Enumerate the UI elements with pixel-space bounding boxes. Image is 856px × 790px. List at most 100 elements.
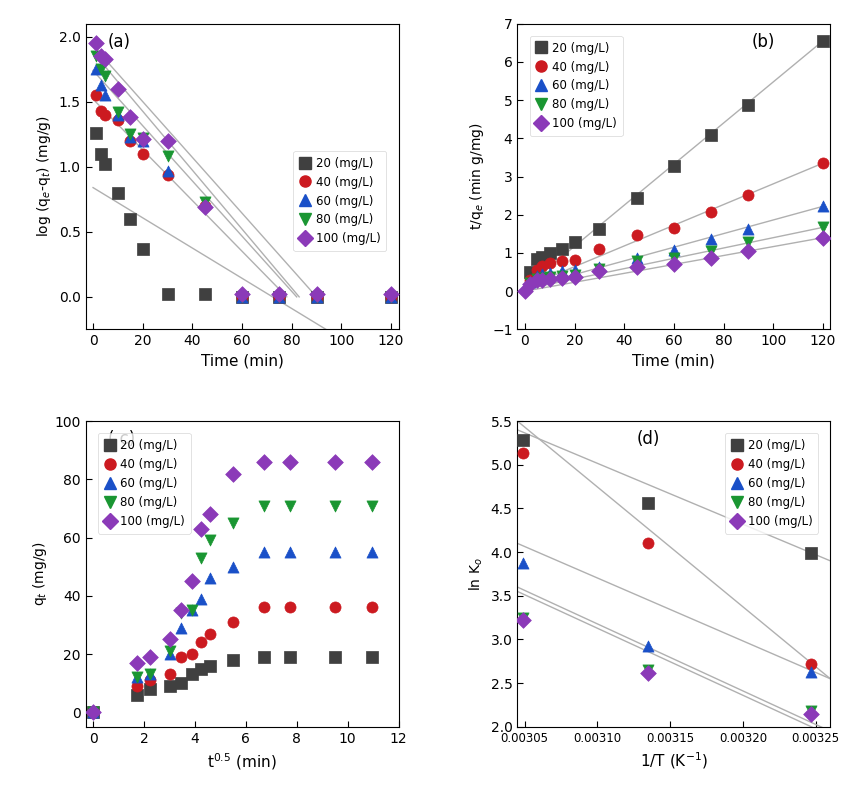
Point [272, 291, 286, 303]
Point [805, 547, 818, 559]
Point [816, 221, 829, 234]
Point [235, 288, 249, 300]
Point [86, 706, 100, 719]
Point [805, 707, 818, 720]
Text: ( c): ( c) [108, 431, 134, 448]
Point [518, 285, 532, 298]
Point [136, 134, 150, 147]
Point [523, 265, 537, 278]
Point [130, 671, 144, 683]
Point [531, 274, 544, 287]
Point [630, 261, 644, 274]
Point [592, 265, 606, 277]
Point [328, 499, 342, 512]
Legend: 20 (mg/L), 40 (mg/L), 60 (mg/L), 80 (mg/L), 100 (mg/L): 20 (mg/L), 40 (mg/L), 60 (mg/L), 80 (mg/… [725, 433, 818, 533]
Point [86, 706, 100, 719]
Point [741, 99, 755, 111]
Point [143, 668, 157, 681]
Point [283, 546, 297, 559]
Point [257, 546, 270, 559]
Point [543, 256, 556, 269]
Point [630, 191, 644, 204]
Y-axis label: ln K$_o$: ln K$_o$ [467, 557, 485, 591]
Point [667, 251, 681, 264]
Point [194, 551, 208, 564]
Point [89, 126, 103, 139]
Point [523, 273, 537, 286]
Point [543, 246, 556, 259]
Point [86, 706, 100, 719]
Point [523, 278, 537, 291]
Point [123, 130, 137, 143]
Point [163, 679, 176, 692]
Point [175, 651, 188, 664]
Point [310, 291, 324, 303]
Text: (a): (a) [108, 33, 130, 51]
Point [523, 275, 537, 288]
Point [136, 132, 150, 145]
Point [592, 223, 606, 235]
Point [143, 668, 157, 681]
Point [175, 604, 188, 617]
Point [630, 255, 644, 268]
Point [523, 276, 537, 289]
Point [93, 50, 107, 62]
Point [235, 291, 249, 303]
Point [226, 517, 240, 529]
Point [365, 601, 378, 614]
Point [93, 63, 107, 76]
Point [704, 245, 718, 258]
Point [161, 168, 175, 181]
Point [175, 622, 188, 634]
Point [384, 291, 398, 303]
Point [592, 263, 606, 276]
Point [272, 291, 286, 303]
Point [235, 291, 249, 303]
Point [185, 668, 199, 681]
Point [384, 291, 398, 303]
Point [556, 272, 569, 284]
Point [667, 222, 681, 235]
Point [123, 134, 137, 147]
Point [543, 273, 556, 285]
Point [568, 235, 581, 248]
Point [816, 200, 829, 213]
Point [198, 196, 211, 209]
Point [365, 651, 378, 664]
Point [130, 688, 144, 701]
Point [535, 268, 549, 280]
Point [89, 50, 103, 62]
Point [89, 37, 103, 50]
Point [143, 674, 157, 687]
Point [111, 186, 125, 199]
Point [235, 291, 249, 303]
Point [272, 291, 286, 303]
Point [568, 264, 581, 276]
Point [175, 607, 188, 619]
X-axis label: Time (min): Time (min) [633, 354, 716, 369]
Point [198, 197, 211, 209]
Point [328, 456, 342, 468]
Y-axis label: q$_t$ (mg/g): q$_t$ (mg/g) [31, 541, 49, 607]
Point [136, 134, 150, 146]
Point [704, 129, 718, 141]
Point [641, 666, 655, 679]
Point [98, 158, 112, 171]
Point [203, 508, 217, 521]
Point [161, 134, 175, 147]
Point [198, 201, 211, 213]
Point [535, 250, 549, 263]
Point [516, 614, 530, 626]
Point [741, 189, 755, 201]
Point [194, 662, 208, 675]
Point [641, 664, 655, 676]
Point [130, 671, 144, 683]
Point [161, 164, 175, 177]
Point [630, 228, 644, 241]
Point [384, 291, 398, 303]
Point [272, 291, 286, 303]
Point [226, 615, 240, 628]
Point [641, 537, 655, 550]
Point [741, 245, 755, 258]
Point [568, 269, 581, 281]
